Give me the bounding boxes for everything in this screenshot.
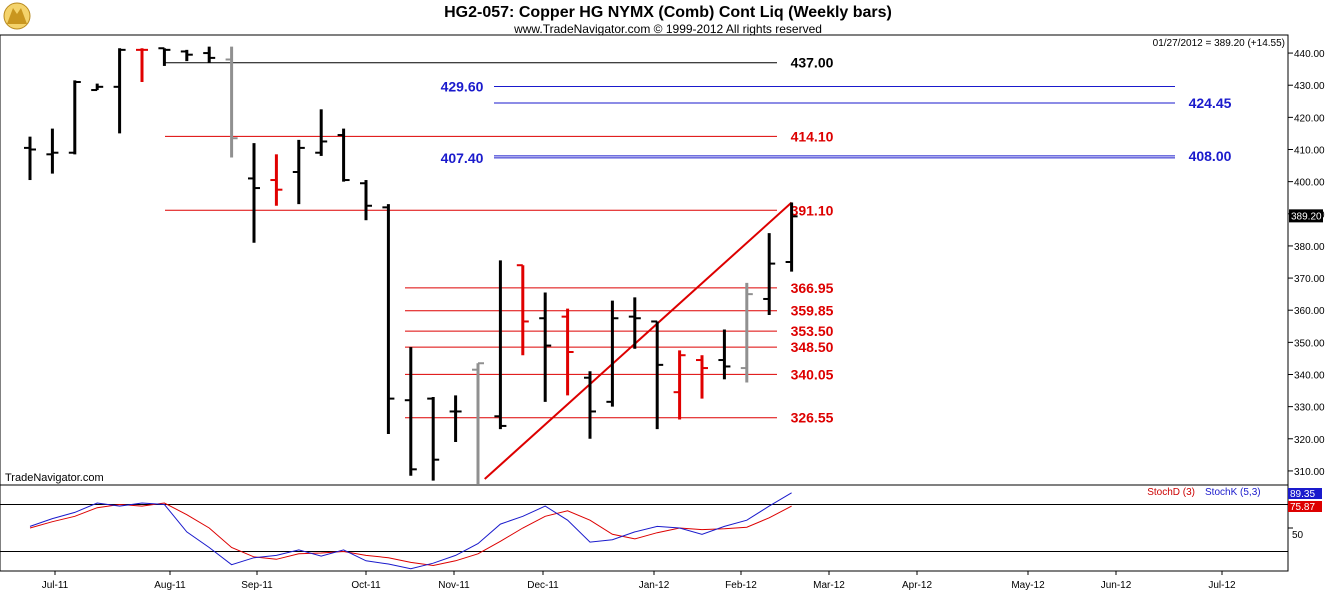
- main-panel-frame: [0, 34, 1289, 486]
- stoch-tick-50: 50: [1292, 530, 1304, 541]
- level-label: 348.50: [791, 339, 834, 355]
- level-label: 408.00: [1189, 148, 1232, 164]
- level-label: 366.95: [791, 280, 834, 296]
- price-tick-label: 320.00: [1294, 435, 1325, 446]
- level-label: 414.10: [791, 128, 834, 144]
- stoch-k-legend: StochK (5,3): [1205, 487, 1261, 498]
- time-tick-label: Sep-11: [241, 580, 273, 591]
- level-label: 353.50: [791, 323, 834, 339]
- price-tick-label: 360.00: [1294, 306, 1325, 317]
- level-label: 424.45: [1189, 95, 1232, 111]
- time-tick-label: Apr-12: [902, 580, 932, 591]
- quote-line: 01/27/2012 = 389.20 (+14.55): [1153, 38, 1285, 49]
- stoch-k-value-box: [1288, 488, 1322, 499]
- last-price-label: 389.20: [1291, 211, 1322, 222]
- stoch-d-value: 75.87: [1290, 502, 1315, 513]
- level-label: 326.55: [791, 410, 834, 426]
- stoch-d-value-box: [1288, 501, 1322, 512]
- watermark: TradeNavigator.com: [5, 472, 104, 484]
- price-tick-label: 350.00: [1294, 338, 1325, 349]
- time-tick-label: Jan-12: [639, 580, 670, 591]
- price-tick-label: 410.00: [1294, 146, 1325, 157]
- price-tick-label: 400.00: [1294, 178, 1325, 189]
- price-tick-label: 340.00: [1294, 371, 1325, 382]
- time-tick-label: Jul-12: [1208, 580, 1236, 591]
- logo-icon: [3, 2, 31, 30]
- chart-subtitle: www.TradeNavigator.com © 1999-2012 All r…: [513, 22, 822, 36]
- level-label: 407.40: [441, 150, 484, 166]
- level-label: 340.05: [791, 366, 834, 382]
- chart-title: HG2-057: Copper HG NYMX (Comb) Cont Liq …: [444, 4, 892, 21]
- price-tick-label: 440.00: [1294, 49, 1325, 60]
- level-label: 359.85: [791, 303, 834, 319]
- time-tick-label: Dec-11: [527, 580, 559, 591]
- price-tick-label: 430.00: [1294, 81, 1325, 92]
- time-tick-label: Oct-11: [351, 580, 381, 591]
- time-tick-label: Nov-11: [438, 580, 470, 591]
- stoch-panel-frame: [0, 484, 1289, 572]
- level-label: 429.60: [441, 79, 484, 95]
- price-tick-label: 380.00: [1294, 242, 1325, 253]
- trend-line: [484, 201, 793, 480]
- time-tick-label: Jun-12: [1101, 580, 1132, 591]
- stoch-d-legend: StochD (3): [1147, 487, 1195, 498]
- price-tick-label: 330.00: [1294, 403, 1325, 414]
- level-label: 437.00: [791, 55, 834, 71]
- last-price-box: [1289, 209, 1323, 223]
- time-tick-label: Mar-12: [813, 580, 845, 591]
- time-tick-label: May-12: [1011, 580, 1045, 591]
- stoch-k-line: [29, 492, 792, 570]
- time-tick-label: Jul-11: [42, 580, 69, 591]
- stoch-k-value: 89.35: [1290, 489, 1315, 500]
- time-tick-label: Feb-12: [725, 580, 757, 591]
- price-tick-label: 420.00: [1294, 113, 1325, 124]
- time-tick-label: Aug-11: [154, 580, 186, 591]
- level-label: 391.10: [791, 202, 834, 218]
- price-tick-label: 310.00: [1294, 467, 1325, 478]
- price-tick-label: 370.00: [1294, 274, 1325, 285]
